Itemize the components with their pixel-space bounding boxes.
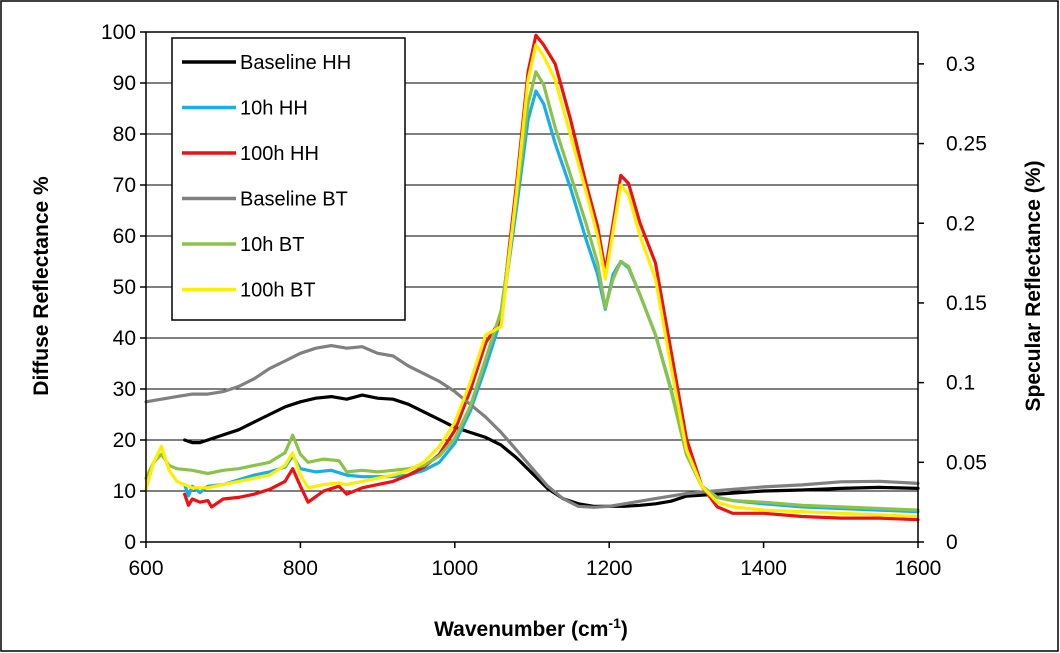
series-line-100h-bt [144, 43, 920, 519]
series-lines [144, 33, 920, 522]
y-tick-label: 50 [113, 276, 136, 299]
x-axis-title: Wavenumber (cm-1) [434, 615, 628, 641]
x-tick-label: 1600 [895, 557, 942, 580]
y2-axis-title: Specular Reflectance (%) [1022, 161, 1045, 412]
y2-tick-label: 0.3 [946, 53, 975, 76]
x-tick-label: 800 [283, 557, 318, 580]
y2-tick-label: 0.2 [946, 212, 975, 235]
y-tick-label: 10 [113, 480, 136, 503]
y-tick-label: 60 [113, 225, 136, 248]
legend-label: 10h HH [240, 98, 308, 120]
series-line-100h-hh [183, 33, 920, 522]
y-tick-label: 0 [124, 531, 136, 554]
y2-tick-label: 0.15 [946, 292, 987, 315]
legend-box [171, 37, 406, 321]
y2-tick-label: 0.25 [946, 133, 987, 156]
y-axis-ticks: 0 10 20 30 40 50 60 70 80 90 100 [101, 21, 146, 554]
legend-label: Baseline BT [240, 189, 348, 211]
x-tick-label: 600 [128, 557, 163, 580]
y-tick-label: 20 [113, 429, 136, 452]
y2-tick-label: 0.1 [946, 372, 975, 395]
x-tick-label: 1200 [586, 557, 633, 580]
series-line-baseline-hh [183, 393, 920, 508]
y-tick-label: 40 [113, 327, 136, 350]
legend: Baseline HH 10h HH 100h HH Baseline BT 10h B… [171, 37, 406, 321]
legend-label: 10h BT [240, 234, 304, 256]
series-line-10h-bt [144, 70, 920, 512]
y-tick-label: 100 [101, 21, 136, 44]
y-axis-title: Diffuse Reflectance % [30, 176, 53, 396]
y-tick-label: 70 [113, 174, 136, 197]
x-tick-label: 1000 [431, 557, 478, 580]
y2-tick-label: 0 [946, 531, 958, 554]
series-line-baseline-bt [144, 344, 920, 509]
y-tick-label: 90 [113, 72, 136, 95]
legend-label: 100h HH [240, 143, 319, 165]
x-tick-label: 1400 [740, 557, 787, 580]
y-tick-label: 30 [113, 378, 136, 401]
y2-axis-ticks: 0 0.05 0.1 0.15 0.2 0.25 0.3 [918, 53, 987, 554]
legend-label: Baseline HH [240, 52, 351, 74]
y-tick-label: 80 [113, 123, 136, 146]
legend-label: 100h BT [240, 280, 316, 302]
y2-tick-label: 0.05 [946, 451, 987, 474]
x-axis-ticks: 600 800 1000 1200 1400 1600 [128, 542, 941, 580]
